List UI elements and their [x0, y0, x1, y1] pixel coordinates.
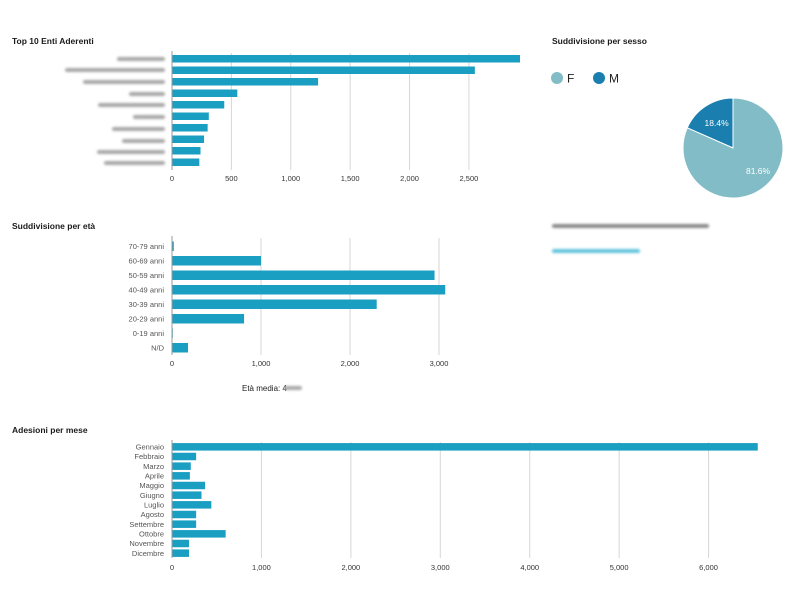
- pie-slice-m: [686, 97, 734, 149]
- month-tick-label: 2,000: [341, 563, 360, 572]
- month-category-label: Novembre: [129, 539, 164, 548]
- month-category-label: Ottobre: [139, 529, 164, 538]
- pie-label-m: 18.4%: [705, 118, 730, 128]
- top10-bar: [172, 124, 208, 132]
- month-category-label: Marzo: [143, 462, 164, 471]
- month-tick-label: 5,000: [610, 563, 629, 572]
- redacted-label: [117, 57, 165, 61]
- age-category-label: N/D: [151, 343, 165, 352]
- month-category-label: Aprile: [145, 471, 164, 480]
- age-tick-label: 2,000: [341, 359, 360, 368]
- top10-tick-label: 500: [225, 174, 238, 183]
- month-category-label: Luglio: [144, 500, 164, 509]
- redacted-link: [552, 249, 640, 253]
- legend-label-f: F: [567, 72, 574, 86]
- age-title: Suddivisione per età: [12, 221, 96, 231]
- month-tick-label: 6,000: [699, 563, 718, 572]
- legend-label-m: M: [609, 72, 619, 86]
- month-category-label: Maggio: [139, 481, 164, 490]
- top10-tick-label: 1,000: [281, 174, 300, 183]
- top10-bar: [172, 101, 225, 109]
- redacted-label: [129, 92, 165, 96]
- age-category-label: 60-69 anni: [129, 256, 165, 265]
- age-bar: [172, 241, 174, 251]
- top10-tick-label: 1,500: [341, 174, 360, 183]
- age-bar: [172, 314, 245, 324]
- age-bar: [172, 299, 377, 309]
- month-category-label: Giugno: [140, 491, 164, 500]
- sex-title: Suddivisione per sesso: [552, 36, 647, 46]
- redacted-label: [104, 161, 165, 165]
- month-bar: [172, 462, 191, 470]
- age-bar: [172, 270, 435, 280]
- redacted-label: [65, 68, 165, 72]
- month-bar: [172, 510, 197, 519]
- month-category-label: Dicembre: [132, 549, 164, 558]
- month-category-label: Febbraio: [134, 452, 164, 461]
- month-bar: [172, 539, 189, 548]
- month-tick-label: 1,000: [252, 563, 271, 572]
- pie-slice-f: [682, 97, 784, 199]
- legend-marker-m: [593, 72, 605, 84]
- top10-bar: [172, 147, 201, 155]
- top10-bar: [172, 78, 319, 86]
- redacted-label: [112, 127, 165, 131]
- redacted-label: [97, 150, 165, 154]
- redacted-age-average: [284, 386, 302, 390]
- month-bar: [172, 472, 190, 480]
- age-tick-label: 1,000: [252, 359, 271, 368]
- age-category-label: 70-79 anni: [129, 242, 165, 251]
- top10-bar: [172, 135, 205, 143]
- age-category-label: 40-49 anni: [129, 285, 165, 294]
- month-bar: [172, 491, 202, 499]
- month-bar: [172, 452, 197, 461]
- month-category-label: Agosto: [141, 510, 164, 519]
- pie-label-f: 81.6%: [746, 166, 771, 176]
- month-bar: [172, 530, 226, 538]
- age-category-label: 50-59 anni: [129, 271, 165, 280]
- month-category-label: Gennaio: [136, 442, 164, 451]
- redacted-label: [98, 103, 165, 107]
- age-tick-label: 0: [170, 359, 174, 368]
- month-bar: [172, 443, 758, 451]
- month-bar: [172, 520, 197, 528]
- redacted-label: [122, 139, 165, 143]
- top10-bar: [172, 66, 475, 74]
- month-tick-label: 0: [170, 563, 174, 572]
- age-average-label: Età media:: [242, 384, 281, 393]
- age-bar: [172, 343, 189, 353]
- month-bar: [172, 481, 206, 490]
- age-bar: [172, 256, 261, 266]
- age-category-label: 0-19 anni: [133, 329, 165, 338]
- top10-tick-label: 2,500: [460, 174, 479, 183]
- month-bar: [172, 501, 212, 509]
- top10-tick-label: 0: [170, 174, 174, 183]
- top10-bar: [172, 89, 238, 97]
- month-title: Adesioni per mese: [12, 425, 88, 435]
- age-tick-label: 3,000: [430, 359, 449, 368]
- month-category-label: Settembre: [129, 520, 164, 529]
- age-category-label: 30-39 anni: [129, 300, 165, 309]
- age-bar: [172, 285, 446, 295]
- redacted-label: [133, 115, 165, 119]
- month-tick-label: 4,000: [520, 563, 539, 572]
- legend-marker-f: [551, 72, 563, 84]
- top10-bar: [172, 112, 209, 120]
- top10-bar: [172, 55, 520, 63]
- redacted-text: [552, 224, 709, 228]
- top10-bar: [172, 158, 200, 166]
- top10-title: Top 10 Enti Aderenti: [12, 36, 94, 46]
- age-category-label: 20-29 anni: [129, 314, 165, 323]
- top10-tick-label: 2,000: [400, 174, 419, 183]
- month-tick-label: 3,000: [431, 563, 450, 572]
- month-bar: [172, 549, 189, 557]
- redacted-label: [83, 80, 165, 84]
